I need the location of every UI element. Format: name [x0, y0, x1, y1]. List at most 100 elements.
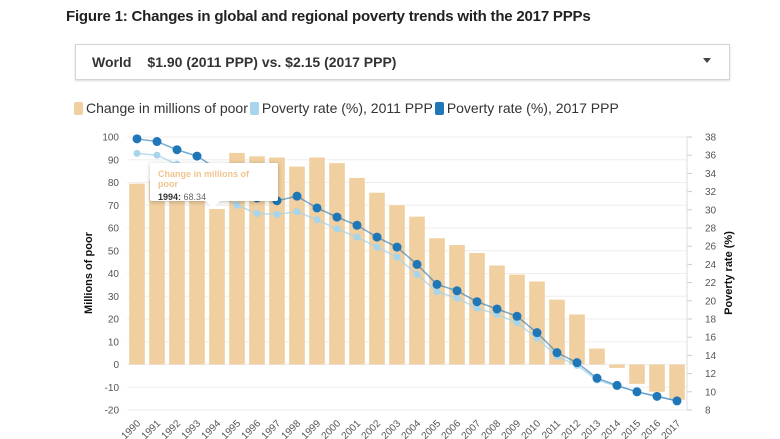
x-tick-label: 1996 [240, 418, 264, 439]
x-tick-label: 1998 [280, 418, 304, 439]
x-tick-label: 2011 [540, 418, 563, 439]
bar [409, 216, 425, 365]
bar [589, 348, 605, 365]
y2-tick-label: 18 [705, 315, 717, 326]
bar [229, 152, 245, 365]
data-point [292, 191, 302, 201]
bar [389, 205, 405, 365]
bar [529, 281, 545, 365]
data-point [532, 328, 542, 338]
data-point [453, 294, 461, 302]
data-point [233, 201, 241, 209]
y2-axis-title: Poverty rate (%) [723, 231, 735, 315]
data-point [372, 232, 382, 242]
data-point [313, 216, 321, 224]
x-tick-label: 1995 [220, 418, 244, 439]
data-point [592, 373, 602, 383]
y2-tick-label: 20 [705, 296, 717, 307]
data-point [172, 145, 182, 155]
bar [369, 192, 385, 365]
data-point [333, 225, 341, 233]
legend-swatch [249, 101, 259, 115]
y-tick-label: 50 [108, 246, 120, 257]
x-tick-label: 2013 [580, 418, 604, 439]
data-point [492, 304, 502, 314]
y2-tick-label: 14 [705, 351, 717, 362]
legend-label: Poverty rate (%), 2017 PPP [446, 100, 619, 116]
tooltip-year: 1994: [158, 192, 182, 202]
data-point [332, 212, 342, 222]
x-tick-label: 2012 [560, 418, 584, 439]
data-point [472, 297, 482, 307]
y2-tick-label: 30 [705, 205, 717, 216]
legend-swatch [434, 101, 444, 115]
x-tick-label: 2002 [360, 418, 384, 439]
x-tick-label: 1990 [120, 418, 144, 439]
y2-tick-label: 8 [705, 406, 711, 417]
legend-item-rate-2017[interactable]: Poverty rate (%), 2017 PPP [434, 100, 619, 116]
y2-tick-label: 12 [705, 369, 717, 380]
data-point [413, 270, 421, 278]
data-point [392, 242, 402, 252]
bar [649, 364, 665, 392]
y-tick-label: 60 [108, 224, 120, 235]
x-tick-label: 2009 [500, 418, 524, 439]
data-point [632, 387, 642, 397]
data-point [253, 209, 261, 217]
bar [309, 157, 325, 365]
data-point [312, 203, 322, 213]
legend-swatch [74, 101, 83, 115]
x-tick-label: 2017 [660, 418, 684, 439]
data-point [512, 311, 522, 321]
x-tick-label: 2016 [640, 418, 664, 439]
legend-item-rate-2011[interactable]: Poverty rate (%), 2011 PPP [249, 100, 433, 116]
data-point [352, 220, 362, 230]
region-dropdown[interactable]: World $1.90 (2011 PPP) vs. $2.15 (2017 P… [75, 44, 730, 80]
bar [609, 364, 625, 368]
bar [329, 163, 345, 365]
data-point [432, 279, 442, 289]
dropdown-selection: $1.90 (2011 PPP) vs. $2.15 (2017 PPP) [147, 54, 397, 70]
figure-title: Figure 1: Changes in global and regional… [66, 8, 591, 25]
y2-tick-label: 36 [705, 151, 717, 162]
x-tick-label: 2000 [320, 418, 344, 439]
y-tick-label: 100 [102, 133, 119, 144]
x-tick-label: 1997 [260, 418, 284, 439]
y-tick-label: 10 [108, 337, 120, 348]
tooltip-value: 68.34 [183, 192, 207, 202]
data-point [133, 149, 141, 157]
y-tick-label: 40 [108, 269, 120, 280]
data-point [513, 319, 521, 327]
data-point [152, 137, 162, 147]
y-tick-label: 0 [113, 360, 119, 371]
bar [269, 157, 285, 365]
x-tick-label: 2010 [520, 418, 544, 439]
x-tick-label: 1992 [160, 418, 184, 439]
legend-item-bars[interactable]: Change in millions of poor [74, 100, 248, 116]
chevron-down-icon[interactable] [703, 58, 711, 63]
x-tick-label: 2007 [460, 418, 484, 439]
data-point [393, 253, 401, 261]
bar [149, 180, 165, 365]
y-tick-label: 80 [108, 178, 120, 189]
tooltip: Change in millions of poor 1994: 68.34 [150, 163, 278, 208]
y-tick-label: 90 [108, 155, 120, 166]
y-tick-label: 70 [108, 201, 120, 212]
y2-tick-label: 38 [705, 133, 717, 144]
y2-tick-label: 32 [705, 187, 717, 198]
bar [449, 245, 465, 365]
y2-tick-label: 24 [705, 260, 717, 271]
y-axis-title: Millions of poor [83, 231, 95, 314]
data-point [473, 304, 481, 312]
tooltip-title: Change in millions of poor [158, 169, 250, 189]
bar [569, 314, 585, 365]
bar [189, 177, 205, 365]
x-tick-label: 2005 [420, 418, 444, 439]
x-tick-label: 2001 [340, 418, 364, 439]
x-tick-label: 2003 [380, 418, 404, 439]
x-tick-label: 1994 [200, 418, 224, 439]
y-tick-label: -20 [105, 406, 120, 417]
x-tick-label: 2004 [400, 418, 424, 439]
x-tick-label: 2015 [620, 418, 644, 439]
y2-tick-label: 34 [705, 169, 717, 180]
